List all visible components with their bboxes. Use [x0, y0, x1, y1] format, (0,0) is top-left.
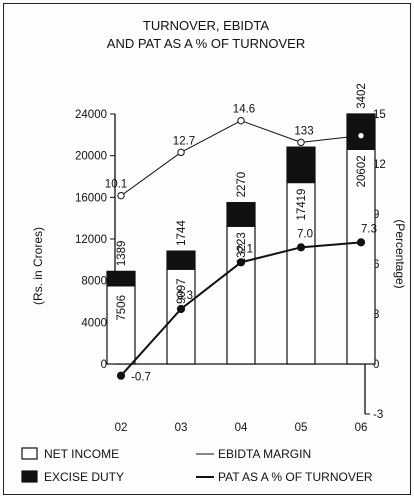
data-label-excise-duty: 1389	[116, 241, 128, 267]
chart-frame: TURNOVER, EBIDTA AND PAT AS A % OF TURNO…	[3, 3, 411, 495]
y2-tick-label: 15	[373, 109, 386, 121]
point-pat-percent	[356, 238, 366, 247]
x-tick-label: 04	[235, 422, 248, 434]
bar-excise-duty	[106, 270, 136, 287]
data-label-pat-percent: 7.0	[297, 228, 313, 240]
y-tick-label: 20000	[75, 151, 107, 163]
point-ebidta-margin	[177, 148, 185, 157]
y-tick-label: 4000	[81, 317, 107, 329]
y-tick-label: 16000	[75, 192, 107, 204]
bar-excise-duty	[286, 146, 316, 184]
point-ebidta-margin	[117, 191, 125, 200]
data-label-excise-duty: 2270	[236, 172, 248, 198]
bar-excise-duty	[346, 113, 376, 150]
x-tick-label: 05	[295, 422, 308, 434]
data-label-ebidta-margin: 12.7	[173, 135, 195, 147]
y-tick-label: 8000	[81, 276, 107, 288]
data-label-ebidta-margin: 133	[294, 125, 313, 137]
data-label-pat-percent: 6.1	[237, 243, 253, 255]
legend-label-pat: PAT AS A % OF TURNOVER	[218, 470, 373, 484]
y2-tick-label: 0	[373, 359, 379, 371]
plot-area: 04000800012000160002000024000-3036912150…	[75, 83, 386, 434]
y2-tick-label: -3	[373, 409, 383, 421]
data-label-pat-percent: 7.3	[361, 223, 377, 235]
chart-svg: TURNOVER, EBIDTA AND PAT AS A % OF TURNO…	[21, 18, 407, 484]
data-label-net-income: 17419	[296, 189, 308, 221]
point-ebidta-margin	[357, 131, 365, 140]
point-ebidta-margin	[297, 138, 305, 147]
chart-title-line-2: AND PAT AS A % OF TURNOVER	[107, 36, 305, 51]
legend: NET INCOME EXCISE DUTY EBIDTA MARGIN PAT…	[21, 447, 373, 484]
data-label-net-income: 20602	[356, 155, 368, 187]
point-pat-percent	[116, 371, 126, 380]
bar-net-income	[346, 148, 376, 365]
point-pat-percent	[236, 258, 246, 267]
x-tick-label: 06	[355, 422, 368, 434]
data-label-excise-duty: 3402	[356, 83, 368, 109]
bar-net-income	[286, 181, 316, 365]
data-label-pat-percent: 3.3	[177, 290, 193, 302]
bar-excise-duty	[166, 250, 196, 270]
data-label-excise-duty: 1744	[176, 220, 188, 246]
x-tick-label: 03	[175, 422, 188, 434]
data-label-pat-percent: -0.7	[131, 372, 151, 384]
y2-tick-label: 12	[373, 159, 386, 171]
point-pat-percent	[176, 304, 186, 314]
y2-tick-label: 6	[373, 259, 379, 271]
bar-net-income	[166, 268, 196, 365]
legend-label-ebidta: EBIDTA MARGIN	[218, 447, 311, 461]
legend-label-net-income: NET INCOME	[44, 447, 119, 461]
legend-label-excise-duty: EXCISE DUTY	[44, 470, 124, 484]
y-tick-label: 12000	[75, 234, 107, 246]
y2-axis-label: (Percentage)	[393, 219, 407, 288]
data-label-net-income: 9097	[176, 278, 188, 304]
data-label-net-income: 7506	[116, 295, 128, 321]
data-label-ebidta-margin: 10.1	[105, 179, 127, 191]
x-tick-label: 02	[115, 422, 128, 434]
chart-title-line-1: TURNOVER, EBIDTA	[143, 18, 269, 33]
data-label-net-income: 13223	[236, 232, 248, 264]
legend-swatch-excise-duty	[21, 470, 38, 483]
y-tick-label: 24000	[75, 109, 107, 121]
point-pat-percent	[296, 243, 306, 252]
y-tick-label: 0	[101, 359, 107, 371]
y-axis-label: (Rs. in Crores)	[31, 227, 45, 305]
y2-tick-label: 3	[373, 309, 379, 321]
legend-swatch-net-income	[21, 447, 38, 460]
y2-tick-label: 9	[373, 209, 379, 221]
bar-net-income	[106, 285, 136, 365]
bar-excise-duty	[226, 202, 256, 227]
point-ebidta-margin	[237, 116, 245, 125]
bar-net-income	[226, 225, 256, 365]
data-label-ebidta-margin: 14.6	[233, 104, 255, 116]
